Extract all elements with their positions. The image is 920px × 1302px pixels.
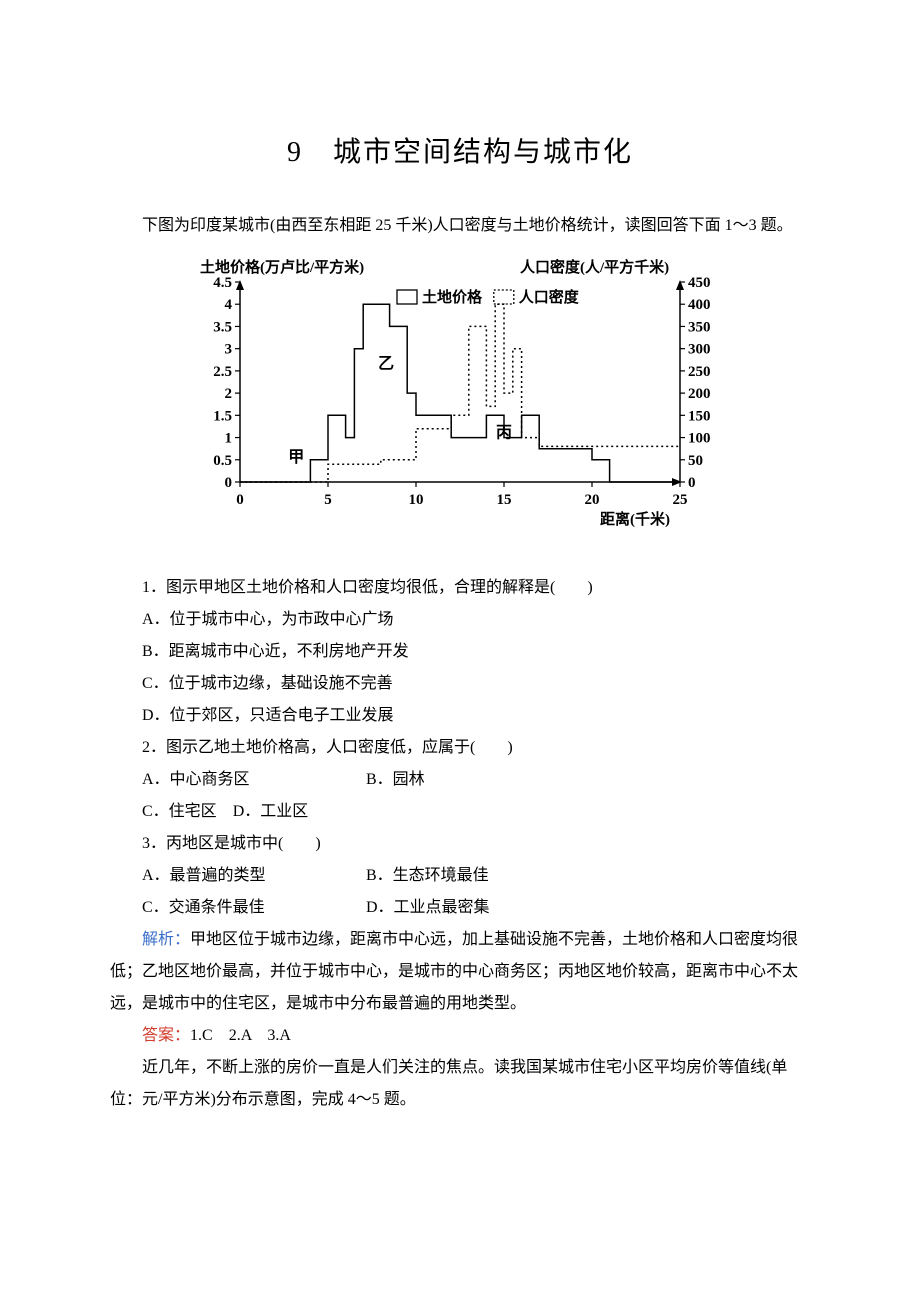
svg-text:丙: 丙 (496, 424, 512, 442)
svg-text:甲: 甲 (288, 448, 304, 466)
q3-row2: C．交通条件最佳 D．工业点最密集 (110, 892, 810, 924)
svg-text:人口密度: 人口密度 (519, 288, 580, 306)
svg-text:10: 10 (409, 492, 424, 508)
chart-container: 土地价格(万卢比/平方米) 人口密度(人/平方千米) 0 0.5 1 1.5 2 2.5 3 3.… (110, 252, 810, 552)
svg-text:25: 25 (673, 492, 688, 508)
svg-text:土地价格(万卢比/平方米): 土地价格(万卢比/平方米) (200, 258, 364, 276)
q2-opt-d: D．工业区 (233, 803, 309, 820)
svg-text:0.5: 0.5 (213, 453, 232, 469)
intro-paragraph: 下图为印度某城市(由西至东相距 25 千米)人口密度与土地价格统计，读图回答下面… (110, 210, 810, 242)
svg-text:350: 350 (688, 319, 711, 335)
answer-paragraph: 答案：1.C 2.A 3.A (110, 1020, 810, 1052)
q3-stem: 3．丙地区是城市中( ) (110, 828, 810, 860)
q2-stem: 2．图示乙地土地价格高，人口密度低，应属于( ) (110, 732, 810, 764)
svg-text:20: 20 (585, 492, 600, 508)
q3-opt-b: B．生态环境最佳 (366, 860, 489, 892)
q2-row1: A．中心商务区 B．园林 (110, 764, 810, 796)
analysis-text: 甲地区位于城市边缘，距离市中心远，加上基础设施不完善，土地价格和人口密度均很低；… (110, 931, 798, 1012)
analysis-paragraph: 解析：甲地区位于城市边缘，距离市中心远，加上基础设施不完善，土地价格和人口密度均… (110, 924, 810, 1020)
svg-text:1: 1 (225, 431, 233, 447)
svg-text:4.5: 4.5 (213, 275, 232, 291)
svg-text:400: 400 (688, 297, 711, 313)
svg-text:1.5: 1.5 (213, 408, 232, 424)
q2-opt-c: C．住宅区 (142, 803, 217, 820)
svg-text:3.5: 3.5 (213, 319, 232, 335)
svg-text:人口密度(人/平方千米): 人口密度(人/平方千米) (520, 258, 669, 276)
svg-text:乙: 乙 (378, 356, 394, 373)
q3-opt-c: C．交通条件最佳 (110, 892, 366, 924)
analysis-label: 解析： (142, 931, 190, 948)
q1-opt-d: D．位于郊区，只适合电子工业发展 (110, 700, 810, 732)
svg-text:0: 0 (236, 492, 244, 508)
q3-opt-d: D．工业点最密集 (366, 892, 490, 924)
q2-opt-a: A．中心商务区 (110, 764, 366, 796)
q3-row1: A．最普遍的类型 B．生态环境最佳 (110, 860, 810, 892)
answer-text: 1.C 2.A 3.A (190, 1027, 291, 1044)
svg-text:距离(千米): 距离(千米) (600, 510, 670, 528)
svg-text:5: 5 (324, 492, 332, 508)
q1-stem: 1．图示甲地区土地价格和人口密度均很低，合理的解释是( ) (110, 572, 810, 604)
svg-text:150: 150 (688, 408, 711, 424)
q2-opt-b: B．园林 (366, 764, 425, 796)
svg-text:200: 200 (688, 386, 711, 402)
svg-text:0: 0 (225, 475, 233, 491)
svg-text:300: 300 (688, 342, 711, 358)
svg-text:3: 3 (225, 342, 233, 358)
svg-text:0: 0 (688, 475, 696, 491)
svg-text:50: 50 (688, 453, 703, 469)
svg-text:15: 15 (497, 492, 512, 508)
dual-axis-chart: 土地价格(万卢比/平方米) 人口密度(人/平方千米) 0 0.5 1 1.5 2 2.5 3 3.… (180, 252, 740, 552)
svg-text:2: 2 (225, 386, 233, 402)
q1-opt-b: B．距离城市中心近，不利房地产开发 (110, 636, 810, 668)
q1-opt-c: C．位于城市边缘，基础设施不完善 (110, 668, 810, 700)
svg-text:450: 450 (688, 275, 711, 291)
svg-text:2.5: 2.5 (213, 364, 232, 380)
q1-opt-a: A．位于城市中心，为市政中心广场 (110, 604, 810, 636)
svg-text:100: 100 (688, 431, 711, 447)
document-page: 9 城市空间结构与城市化 下图为印度某城市(由西至东相距 25 千米)人口密度与… (0, 0, 920, 1216)
q2-opt-cd: C．住宅区 D．工业区 (110, 796, 810, 828)
svg-text:土地价格: 土地价格 (422, 288, 483, 306)
q3-opt-a: A．最普遍的类型 (110, 860, 366, 892)
svg-text:4: 4 (225, 297, 233, 313)
answer-label: 答案： (142, 1027, 190, 1044)
page-title: 9 城市空间结构与城市化 (110, 130, 810, 170)
svg-text:250: 250 (688, 364, 711, 380)
outro-paragraph: 近几年，不断上涨的房价一直是人们关注的焦点。读我国某城市住宅小区平均房价等值线(… (110, 1052, 810, 1116)
